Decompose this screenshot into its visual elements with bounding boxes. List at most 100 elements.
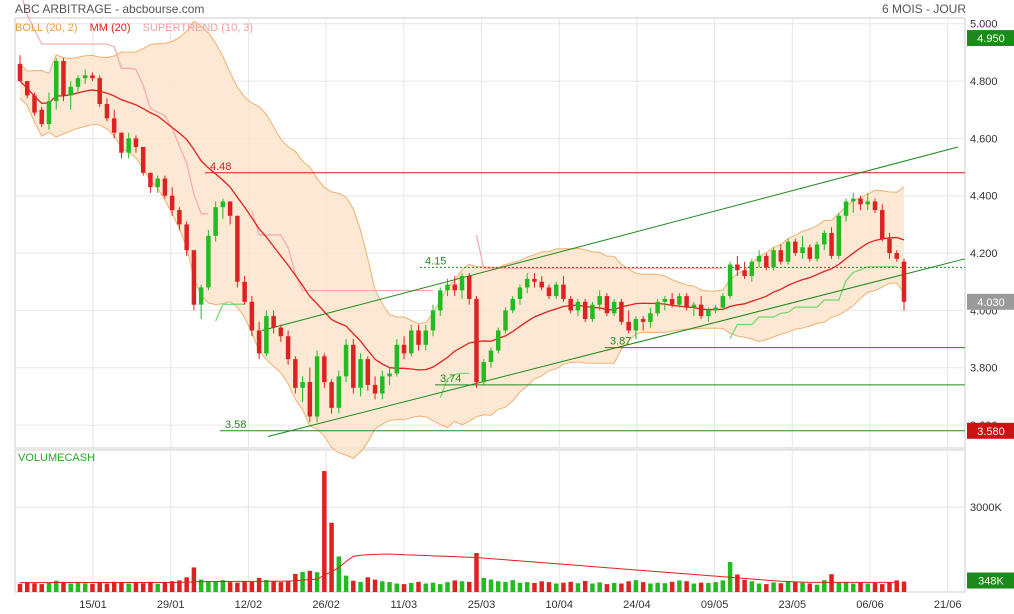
candle-body	[749, 261, 755, 276]
volume-bar	[807, 583, 813, 592]
volume-bar	[474, 553, 479, 592]
candle-body	[264, 316, 269, 354]
candle-body	[409, 330, 414, 354]
x-tick-label: 09/05	[701, 599, 729, 611]
candle-body	[887, 238, 892, 254]
bollinger-band-fill	[20, 21, 904, 459]
price-badge	[967, 30, 1014, 47]
x-tick-label: 15/01	[79, 599, 107, 611]
x-tick-label: 23/05	[779, 599, 807, 611]
volume-bar	[322, 471, 327, 592]
volume-bar	[814, 584, 820, 592]
legend-boll[interactable]: BOLL (20, 2)	[15, 22, 78, 34]
volume-bar	[742, 579, 747, 592]
candle-body	[293, 359, 298, 388]
volume-bar	[293, 573, 298, 592]
candle-body	[148, 172, 153, 188]
candle-body	[46, 101, 52, 125]
volume-bar	[604, 584, 610, 592]
volume-bar	[836, 582, 842, 592]
candle-body	[111, 118, 117, 133]
volume-bar	[887, 582, 892, 592]
volume-bar	[126, 583, 131, 592]
candle-body	[793, 241, 798, 254]
volume-bar	[133, 582, 139, 592]
supertrend-line	[729, 266, 897, 339]
candle-body	[242, 281, 247, 302]
volume-bar	[706, 582, 711, 592]
candle-body	[119, 132, 124, 153]
volume-bar	[206, 581, 211, 592]
volume-bar	[39, 584, 44, 592]
candle-body	[68, 86, 73, 96]
candle-body	[126, 138, 131, 153]
volume-bar	[488, 579, 494, 592]
candle-body	[713, 307, 718, 311]
volume-bar	[104, 583, 110, 592]
y-tick-label: 4.600	[970, 133, 998, 145]
candle-body	[727, 264, 733, 297]
volume-bar	[278, 582, 284, 592]
candle-body	[307, 382, 313, 417]
volume-bar	[713, 582, 718, 592]
candle-body	[466, 276, 472, 299]
candle-body	[191, 250, 197, 305]
candle-body	[626, 321, 631, 331]
candle-body	[351, 344, 356, 388]
candle-body	[648, 313, 653, 322]
x-tick-label: 25/03	[468, 599, 496, 611]
volume-legend[interactable]: VOLUMECASH	[18, 452, 96, 464]
candle-body	[343, 344, 349, 377]
candle-body	[655, 301, 660, 314]
candle-body	[256, 330, 262, 354]
candle-body	[836, 215, 842, 256]
candle-body	[843, 201, 849, 216]
candle-body	[865, 201, 871, 205]
candle-body	[633, 319, 639, 331]
volume-bar	[445, 582, 450, 592]
candle-body	[61, 61, 66, 96]
volume-bar	[785, 581, 791, 592]
candle-body	[97, 78, 102, 104]
candle-body	[553, 284, 559, 297]
supertrend-line	[251, 211, 434, 292]
volume-bar	[162, 582, 168, 592]
volume-bar	[749, 581, 755, 592]
candle-body	[220, 201, 226, 208]
volume-bar	[466, 581, 472, 592]
candle-body	[546, 287, 552, 297]
legend-supertrend[interactable]: SUPERTREND (10, 3)	[142, 22, 254, 34]
price-badge-label: 3.580	[977, 426, 1005, 438]
volume-bar	[307, 570, 313, 592]
candle-body	[24, 81, 30, 96]
volume-bar	[111, 581, 117, 592]
legend-mm[interactable]: MM (20)	[89, 22, 131, 34]
candle-body	[510, 298, 515, 311]
volume-bar	[459, 581, 465, 592]
volume-bar	[851, 583, 856, 592]
candle-body	[227, 201, 233, 216]
bollinger-upper-line	[19, 20, 905, 325]
volume-bar	[409, 582, 414, 592]
volume-bar	[380, 581, 385, 592]
volume-bar	[510, 580, 515, 592]
volume-bar	[220, 580, 226, 592]
candle-body	[394, 344, 400, 374]
volume-bar	[213, 581, 218, 592]
candle-body	[524, 278, 530, 288]
level-label: 3.74	[440, 373, 461, 385]
candle-body	[640, 319, 646, 322]
volume-bar	[24, 582, 30, 592]
candle-body	[271, 316, 276, 328]
candle-body	[32, 95, 37, 113]
volume-bar	[858, 582, 863, 592]
level-label: 4.15	[425, 255, 446, 267]
candle-body	[358, 359, 363, 388]
volume-bar	[872, 582, 878, 592]
candle-body	[698, 304, 704, 317]
candle-body	[901, 261, 907, 302]
candle-body	[401, 344, 407, 354]
candle-body	[300, 382, 305, 388]
candle-body	[82, 75, 88, 79]
volume-bar	[539, 581, 544, 592]
